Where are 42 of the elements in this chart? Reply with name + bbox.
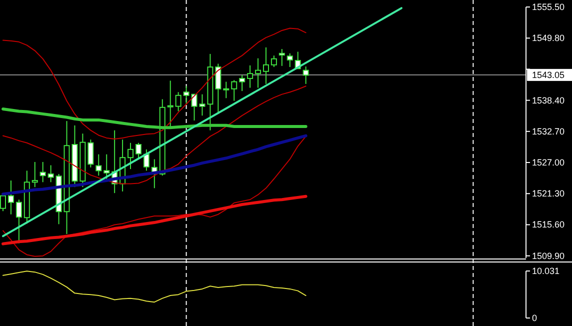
candlestick [302,66,309,84]
candlestick [286,52,293,68]
candlestick [48,164,54,183]
candlestick [183,86,190,105]
candlestick [167,80,174,127]
candlestick [135,142,142,160]
line-series [2,136,306,257]
candlestick [255,58,262,88]
candlestick [104,154,110,180]
candlestick [16,199,22,244]
candlestick [223,81,230,99]
line-series [2,194,308,246]
candlestick [270,55,277,68]
y-tick-label: 0 [532,313,538,323]
candlestick [88,139,94,168]
candlestick [239,74,246,92]
candlestick [262,46,269,84]
candlestick [32,161,38,188]
y-tick-label: 1532.70 [532,126,565,136]
line-series [2,86,306,184]
candlestick [128,142,134,170]
y-tick-label: 1527.00 [532,158,565,168]
candlestick [40,161,46,183]
y-tick-label: 1538.40 [532,95,565,106]
candlestick [215,63,222,114]
y-tick-label: 1509.90 [532,250,565,261]
y-tick-label: 1549.80 [532,33,565,44]
line-series [2,270,306,303]
y-tick-label: 1521.30 [532,188,565,199]
y-tick-label: 10.031 [532,266,560,276]
line-series [2,108,308,130]
candlestick [8,180,14,215]
candlestick [278,48,285,66]
candlestick [143,148,150,172]
line-series [2,28,306,140]
candlestick [96,154,102,176]
ref-line-label: 1543.05 [532,70,565,80]
y-tick-label: 1515.60 [532,220,565,230]
y-tick-label: 1555.50 [532,2,565,12]
candlestick [247,64,254,88]
candlestick [175,92,182,112]
candlestick [231,80,238,102]
